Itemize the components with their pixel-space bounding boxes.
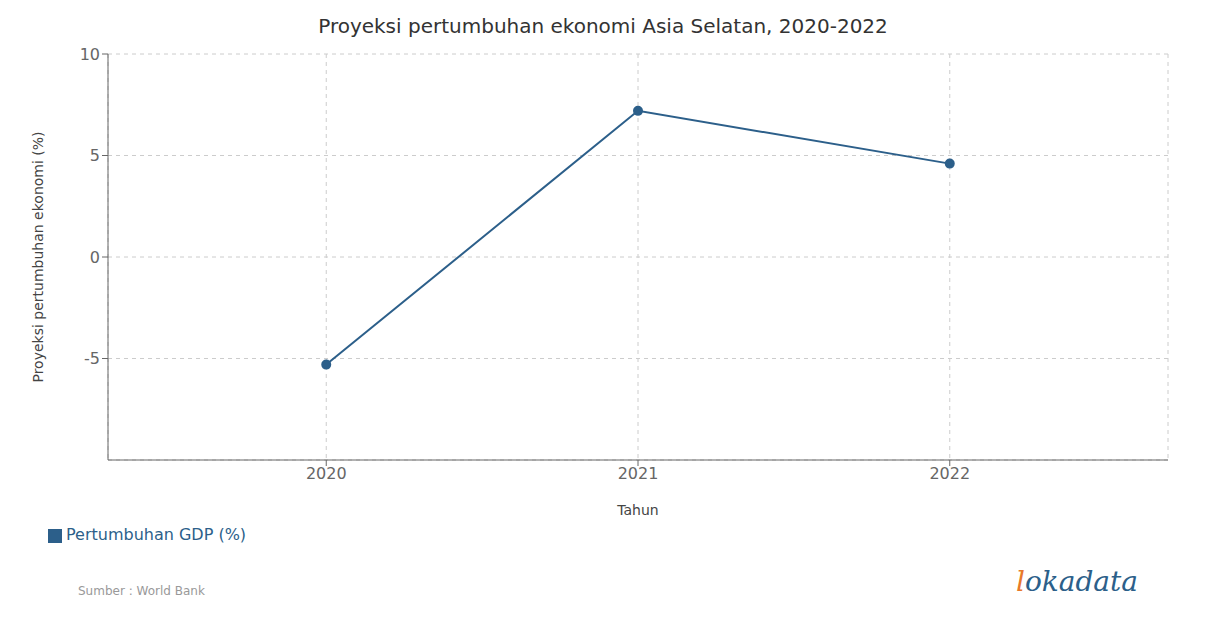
svg-text:2020: 2020 <box>306 464 347 483</box>
html-text:l okadata: l okadata <box>1015 565 1138 598</box>
svg-text:10: 10 <box>80 45 100 64</box>
svg-text:5: 5 <box>90 146 100 165</box>
svg-text:0: 0 <box>90 248 100 267</box>
svg-text:2021: 2021 <box>618 464 659 483</box>
svg-text:-5: -5 <box>84 349 100 368</box>
html-text:Proyeksi pertumbuhan ekonomi A: Proyeksi pertumbuhan ekonomi Asia Selata… <box>318 14 888 38</box>
svg-text:2022: 2022 <box>929 464 970 483</box>
svg-text:Proyeksi pertumbuhan ekonomi (: Proyeksi pertumbuhan ekonomi (%) <box>30 131 46 382</box>
html-text:Pertumbuhan GDP (%): Pertumbuhan GDP (%) <box>66 525 247 544</box>
svg-text:Tahun: Tahun <box>616 502 658 518</box>
html-text:Sumber : World Bank: Sumber : World Bank <box>78 584 205 598</box>
